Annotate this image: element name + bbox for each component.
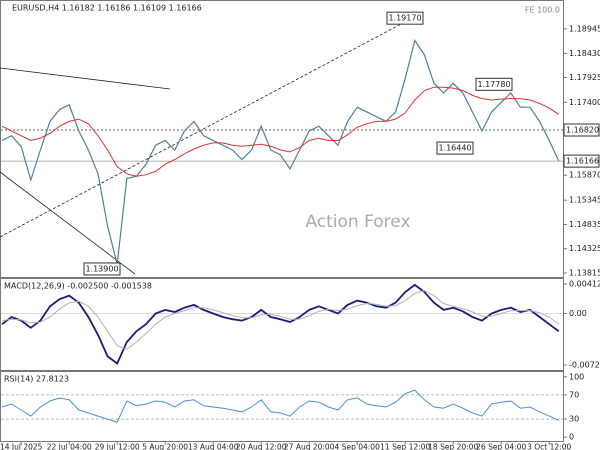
series-line — [1, 39, 560, 265]
macd-panel — [0, 278, 564, 371]
annotation-label: 1.16440 — [438, 144, 471, 153]
watermark: Action Forex — [305, 212, 410, 232]
series-line — [1, 389, 560, 423]
channel-line — [0, 13, 421, 238]
x-tick-label: 26 Sep 04:00 — [476, 443, 526, 450]
x-tick-label: 29 Jul 12:00 — [95, 443, 140, 450]
series-line — [1, 86, 560, 177]
y-tick-label: 1.14835 — [569, 220, 600, 229]
y-tick-label: 1.15345 — [569, 196, 600, 205]
x-tick-label: 18 Sep 20:00 — [428, 443, 478, 450]
y-tick-label: 30 — [569, 415, 579, 424]
fe-note: FE 100.0 — [525, 6, 560, 15]
y-tick-label: 70 — [569, 390, 579, 399]
y-tick-label: 0.004128 — [569, 279, 600, 288]
annotation-label: 1.19170 — [388, 14, 421, 23]
price-header: EURUSD,H4 1.16182 1.16186 1.16109 1.1616… — [12, 4, 202, 13]
x-tick-label: 13 Aug 04:00 — [188, 443, 239, 450]
x-tick-label: 14 Jul 2025 — [0, 443, 43, 450]
x-tick-label: 11 Sep 12:00 — [380, 443, 430, 450]
y-tick-label: 1.14325 — [569, 244, 600, 253]
level-label: 1.16820 — [566, 126, 599, 135]
x-tick-label: 4 Sep 04:00 — [335, 443, 381, 450]
annotation-box — [83, 262, 121, 276]
annotation-label: 1.13900 — [85, 264, 118, 273]
y-tick-label: 1.13815 — [569, 269, 600, 278]
y-tick-label: 1.17400 — [569, 98, 600, 107]
annotation-box — [436, 141, 474, 155]
x-tick-label: 27 Aug 20:00 — [284, 443, 335, 450]
trend-line — [0, 67, 171, 90]
y-tick-label: 1.18430 — [569, 49, 600, 58]
series-line — [1, 283, 560, 365]
x-tick-label: 20 Aug 12:00 — [236, 443, 287, 450]
y-tick-label: 1.17925 — [569, 73, 600, 82]
y-tick-label: 1.15870 — [569, 171, 600, 180]
series-line — [1, 290, 560, 350]
level-label: 1.16166 — [566, 157, 599, 166]
annotation-box — [386, 11, 424, 25]
x-tick-label: 5 Aug 20:00 — [142, 443, 188, 450]
x-tick-label: 22 Jul 04:00 — [47, 443, 92, 450]
trend-line — [0, 171, 136, 275]
price-panel — [0, 0, 564, 278]
y-tick-label: 0.00 — [569, 309, 587, 318]
rsi-header: RSI(14) 27.8123 — [4, 375, 69, 384]
x-tick-label: 3 Oct 12:00 — [527, 443, 571, 450]
macd-header: MACD(12,26,9) -0.002500 -0.001538 — [4, 282, 152, 291]
y-tick-label: -0.007216 — [569, 361, 600, 370]
y-tick-label: 100 — [569, 372, 584, 381]
y-tick-label: 1.18945 — [569, 24, 600, 33]
level-box — [563, 123, 600, 137]
level-box — [563, 154, 600, 168]
annotation-box — [475, 77, 513, 91]
annotation-label: 1.17780 — [477, 80, 510, 89]
y-tick-label: 0 — [569, 433, 574, 442]
rsi-panel — [0, 371, 564, 442]
